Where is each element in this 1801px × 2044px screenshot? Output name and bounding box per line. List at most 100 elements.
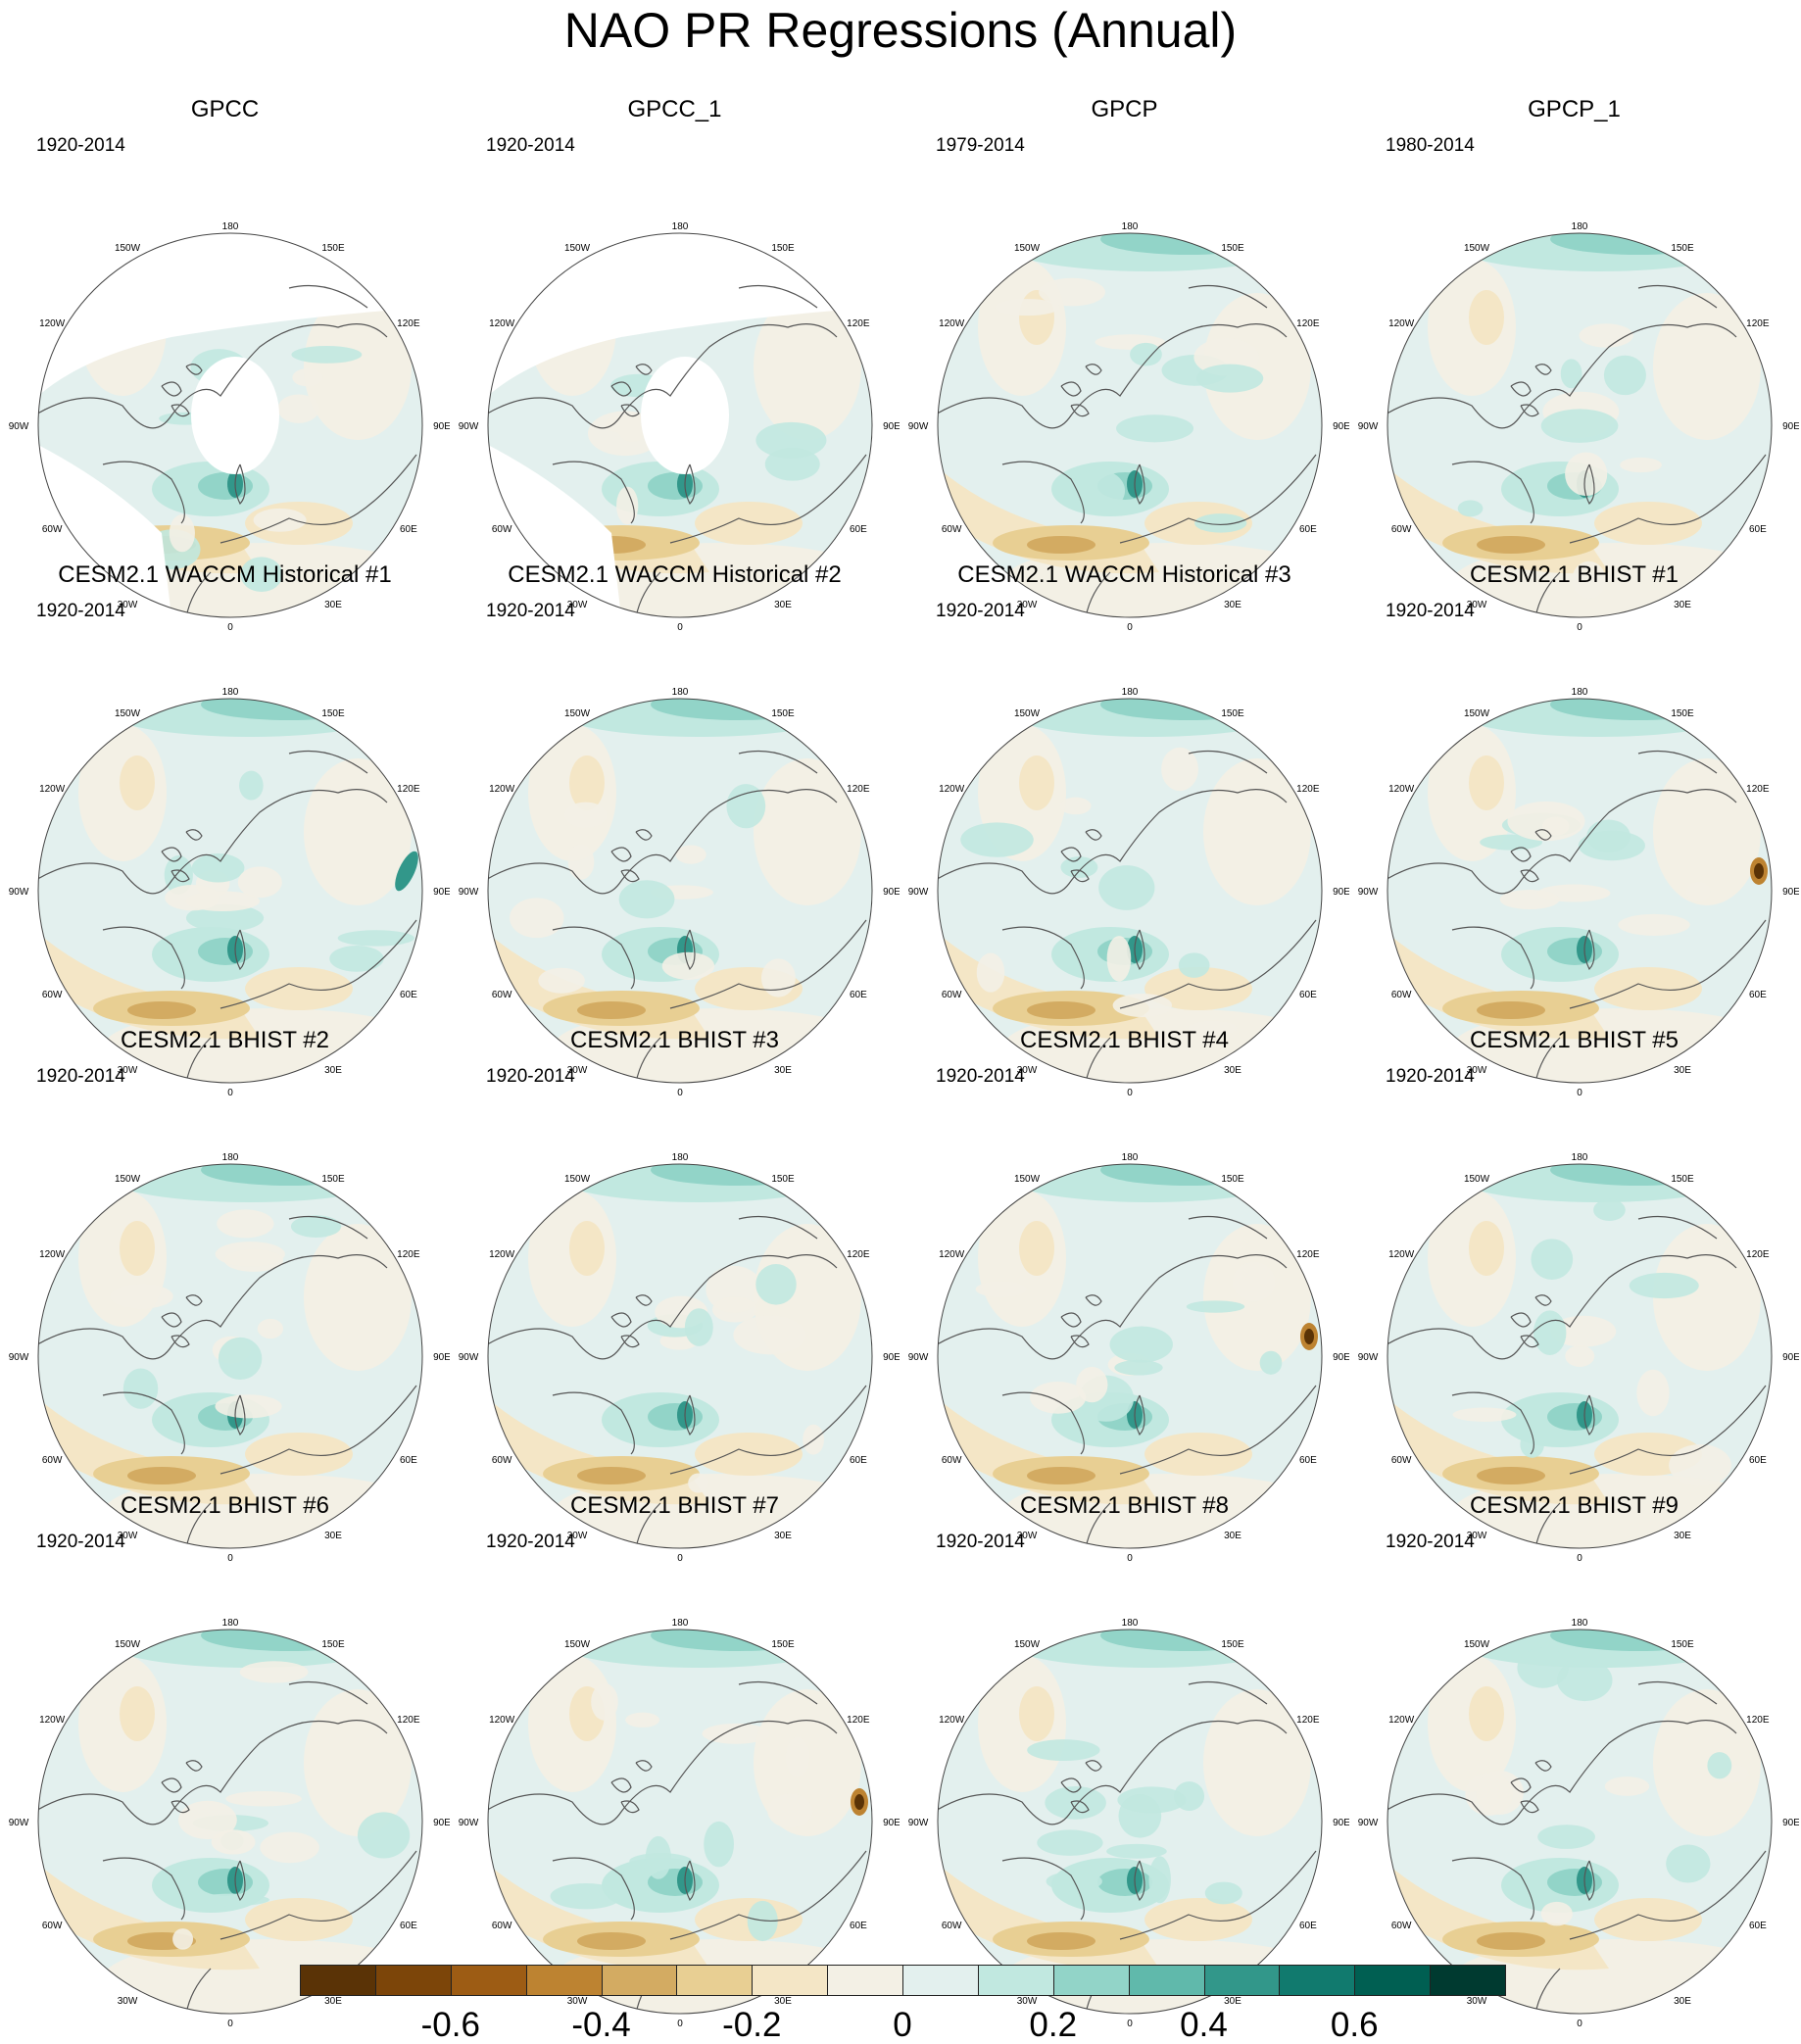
longitude-label: 150E: [1221, 1174, 1244, 1185]
longitude-label: 0: [227, 2019, 233, 2029]
longitude-label: 60E: [400, 1455, 417, 1466]
longitude-label: 60W: [1391, 524, 1412, 535]
longitude-label: 150E: [771, 1639, 795, 1650]
panel-year-range: 1920-2014: [936, 1532, 1025, 1552]
longitude-label: 60E: [400, 990, 417, 1000]
longitude-label: 60W: [1391, 990, 1412, 1000]
longitude-label: 90E: [1782, 1818, 1799, 1828]
coastlines: [488, 1681, 867, 2014]
map-outline: [937, 1163, 1323, 1549]
longitude-label: 30E: [774, 1065, 792, 1076]
longitude-label: 180: [1572, 1152, 1588, 1163]
map-field: [38, 699, 422, 1083]
longitude-label: 120E: [1746, 318, 1770, 329]
coastlines: [38, 285, 417, 617]
longitude-label: 150W: [1464, 1639, 1490, 1650]
longitude-label: 60E: [1299, 1921, 1317, 1931]
panel-title: CESM2.1 WACCM Historical #3: [957, 561, 1291, 588]
longitude-label: 150E: [321, 708, 345, 719]
longitude-label: 120W: [39, 784, 66, 795]
longitude-label: 120E: [397, 318, 420, 329]
map-outline: [487, 1163, 873, 1549]
panel-title: GPCC: [190, 96, 260, 122]
longitude-label: 90E: [1333, 421, 1349, 432]
map-outline: [487, 1629, 873, 2015]
longitude-label: 180: [672, 221, 689, 232]
longitude-label: 120E: [1296, 1249, 1320, 1260]
longitude-label: 180: [1122, 1618, 1139, 1629]
longitude-label: 180: [1572, 221, 1588, 232]
colorbar-swatch: [450, 1965, 527, 1996]
panel-year-range: 1920-2014: [936, 601, 1025, 621]
longitude-label: 120W: [489, 1715, 515, 1726]
map-outline: [487, 232, 873, 618]
longitude-label: 90W: [9, 421, 29, 432]
longitude-label: 120W: [39, 1249, 66, 1260]
map-panel: 180 0 30E 30W 60E 60W 90E 90W 120E 120W 150E 150W GP…: [900, 88, 1349, 633]
map-field: [1387, 1630, 1772, 2014]
panel-title: CESM2.1 WACCM Historical #1: [58, 561, 392, 588]
polar-map: 180 0 30E 30W 60E 60W 90E 90W 120E 120W 150E 150W: [9, 687, 450, 1098]
longitude-label: 90W: [1358, 887, 1379, 898]
longitude-label: 150E: [321, 243, 345, 254]
longitude-label: 120W: [939, 784, 965, 795]
map-outline: [937, 1629, 1323, 2015]
longitude-label: 30E: [1224, 600, 1241, 610]
panel-year-range: 1920-2014: [486, 1066, 575, 1087]
panel-title: CESM2.1 BHIST #7: [570, 1492, 779, 1519]
longitude-label: 150W: [1014, 708, 1041, 719]
panel-title: GPCP: [1091, 96, 1158, 122]
longitude-label: 60E: [1749, 1455, 1767, 1466]
longitude-label: 90E: [433, 1818, 450, 1828]
panel-year-range: 1920-2014: [1386, 1066, 1475, 1087]
longitude-label: 0: [227, 1088, 233, 1098]
longitude-label: 60E: [850, 1921, 867, 1931]
longitude-label: 150W: [1014, 243, 1041, 254]
longitude-label: 120E: [397, 784, 420, 795]
longitude-label: 90W: [9, 887, 29, 898]
coastlines: [1387, 1216, 1767, 1548]
colorbar-swatch: [977, 1965, 1054, 1996]
polar-map: 180 0 30E 30W 60E 60W 90E 90W 120E 120W 150E 150W: [9, 1152, 450, 1564]
longitude-label: 150W: [1464, 243, 1490, 254]
longitude-label: 30W: [1017, 600, 1038, 610]
polar-map: 180 0 30E 30W 60E 60W 90E 90W 120E 120W 150E 150W: [908, 1618, 1349, 2029]
longitude-label: 30W: [1467, 1531, 1487, 1541]
longitude-label: 90E: [883, 421, 900, 432]
longitude-label: 180: [222, 1618, 239, 1629]
map-panel: 180 0 30E 30W 60E 60W 90E 90W 120E 120W 150E 150W CE…: [1349, 1484, 1799, 2029]
map-outline: [37, 698, 423, 1084]
longitude-label: 120W: [939, 1715, 965, 1726]
longitude-label: 90W: [908, 1818, 929, 1828]
longitude-label: 120E: [847, 1715, 870, 1726]
map-panel: 180 0 30E 30W 60E 60W 90E 90W 120E 120W 150E 150W GP…: [450, 88, 900, 633]
longitude-label: 120E: [1296, 784, 1320, 795]
map-panel: 180 0 30E 30W 60E 60W 90E 90W 120E 120W 150E 150W GP…: [1349, 88, 1799, 633]
map-panel: 180 0 30E 30W 60E 60W 90E 90W 120E 120W 150E 150W CE…: [0, 1019, 450, 1564]
map-outline: [37, 232, 423, 618]
longitude-label: 30E: [1674, 1065, 1691, 1076]
longitude-label: 120W: [1388, 784, 1415, 795]
longitude-label: 60W: [492, 524, 512, 535]
panel-year-range: 1979-2014: [936, 135, 1025, 156]
colorbar-tick-label: 0: [893, 2006, 912, 2044]
map-field: [488, 233, 872, 617]
colorbar-swatch: [1279, 1965, 1356, 1996]
longitude-label: 60W: [42, 990, 63, 1000]
polar-map: 180 0 30E 30W 60E 60W 90E 90W 120E 120W 150E 150W: [459, 1618, 900, 2029]
longitude-label: 150W: [115, 708, 141, 719]
map-field: [1387, 233, 1772, 617]
longitude-label: 0: [677, 1088, 683, 1098]
panel-title: CESM2.1 BHIST #4: [1020, 1027, 1229, 1053]
coastlines: [38, 1681, 417, 2014]
longitude-label: 0: [1577, 1088, 1582, 1098]
polar-map: 180 0 30E 30W 60E 60W 90E 90W 120E 120W 150E 150W: [908, 1152, 1349, 1564]
longitude-label: 180: [222, 1152, 239, 1163]
panel-title: CESM2.1 BHIST #3: [570, 1027, 779, 1053]
longitude-label: 150E: [1671, 1174, 1694, 1185]
longitude-label: 60E: [850, 524, 867, 535]
map-field: [38, 233, 422, 617]
colorbar-swatch: [902, 1965, 979, 1996]
longitude-label: 60E: [1749, 1921, 1767, 1931]
panel-title: CESM2.1 BHIST #1: [1470, 561, 1679, 588]
